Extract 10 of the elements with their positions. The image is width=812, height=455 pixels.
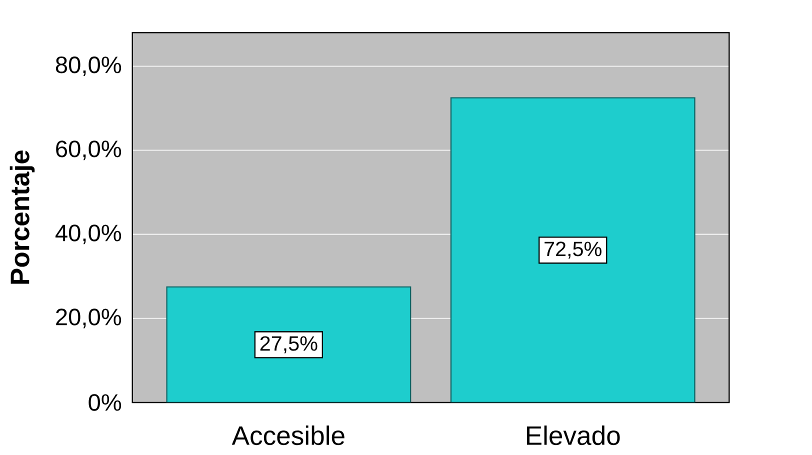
y-tick-label: 20,0% — [56, 308, 122, 328]
x-tick-label: Accesible — [232, 426, 344, 446]
data-label: 72,5% — [544, 242, 602, 259]
y-tick-label: 0% — [88, 394, 122, 411]
y-tick-label: 60,0% — [56, 140, 122, 160]
y-tick-label: 80,0% — [56, 56, 122, 76]
data-label: 27,5% — [260, 336, 318, 354]
y-axis-title: Porcentaje — [10, 150, 35, 284]
x-tick-label: Elevado — [527, 426, 620, 446]
y-tick-label: 40,0% — [55, 224, 122, 244]
